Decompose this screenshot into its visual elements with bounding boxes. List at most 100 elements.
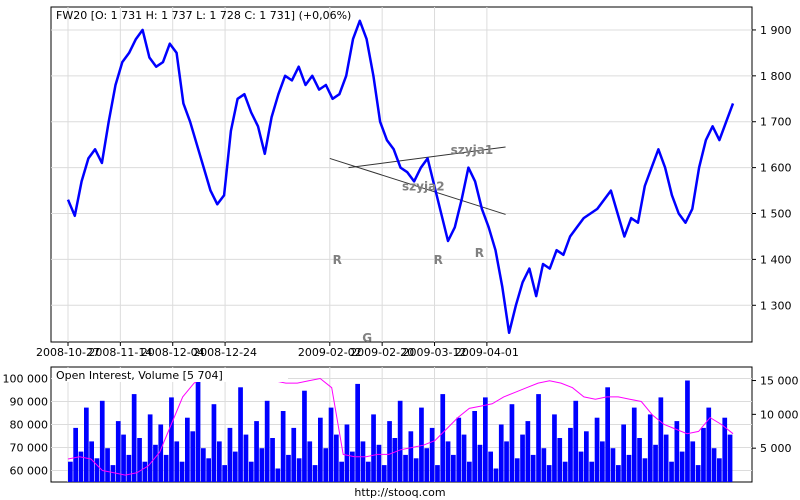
volume-bar [78, 451, 84, 482]
volume-bar [238, 387, 243, 482]
volume-bar [568, 427, 573, 482]
date-tick-label: 2008-10-27 [36, 346, 100, 359]
volume-bar [275, 468, 281, 482]
volume-bar [163, 454, 169, 482]
date-x-axis: 2008-10-272008-11-142008-12-042008-12-24… [36, 342, 519, 359]
volume-bar [232, 451, 238, 482]
open-interest-line [67, 373, 734, 476]
volume-bar [131, 394, 137, 482]
volume-bar [472, 411, 477, 482]
date-tick-label: 2008-11-14 [88, 346, 152, 359]
volume-bar [520, 434, 525, 482]
volume-bar [403, 454, 408, 482]
volume-bar [631, 407, 637, 482]
volume-bar [679, 451, 685, 482]
date-tick-label: 2008-12-24 [193, 346, 257, 359]
volume-bar [296, 458, 302, 482]
volume-bar [99, 400, 105, 482]
source-footer: http://stooq.com [354, 486, 446, 499]
volume-bar [222, 465, 227, 482]
volume-bar [408, 431, 414, 482]
oi-tick-label: 80 000 [10, 419, 49, 432]
volume-bar [84, 407, 89, 482]
volume-bar [115, 421, 121, 482]
volume-bar [557, 438, 563, 482]
volume-tick-label: 10 000 [760, 408, 799, 421]
volume-bar [483, 397, 488, 482]
volume-bar [270, 438, 275, 482]
volume-bar [323, 448, 329, 482]
volume-bar [536, 394, 541, 482]
pattern-annotations: szyja1 szyja2 R G R R [333, 143, 494, 345]
volume-bar [690, 441, 696, 482]
volume-bar [365, 461, 371, 482]
volume-bar [456, 417, 462, 482]
volume-bar [621, 424, 626, 482]
volume-bar [525, 421, 531, 482]
oi-tick-label: 60 000 [10, 465, 49, 478]
instrument-title: FW20 [O: 1 731 H: 1 737 L: 1 728 C: 1 73… [56, 9, 351, 22]
pattern-label: szyja2 [402, 180, 445, 194]
volume-bar [626, 454, 632, 482]
volume-bar [206, 458, 211, 482]
volume-bar [201, 448, 206, 482]
volume-bar [594, 417, 600, 482]
volume-bar [89, 441, 94, 482]
volume-bar [291, 427, 297, 482]
volume-bar [344, 424, 350, 482]
oi-tick-label: 100 000 [3, 373, 49, 386]
date-tick-label: 2009-03-12 [403, 346, 467, 359]
oi-tick-label: 90 000 [10, 396, 49, 409]
volume-bar [589, 461, 595, 482]
price-series-line [66, 19, 735, 335]
volume-bar [419, 407, 424, 482]
price-tick-label: 1 500 [760, 208, 792, 221]
volume-bar [185, 417, 190, 482]
volume-bar [605, 387, 610, 482]
volume-bar [647, 414, 653, 482]
volume-bar [350, 451, 355, 482]
volume-bar [541, 448, 547, 482]
date-tick-label: 2008-12-04 [141, 346, 205, 359]
volume-bar [360, 441, 366, 482]
volume-bar [600, 441, 605, 482]
volume-bar [248, 461, 254, 482]
pattern-label: R [434, 253, 443, 267]
volume-bar [573, 400, 579, 482]
volume-bar [254, 421, 259, 482]
volume-bar [259, 448, 265, 482]
date-tick-label: 2009-04-01 [455, 346, 519, 359]
volume-bar [147, 414, 153, 482]
volume-bar [68, 461, 73, 482]
pattern-label: szyja1 [451, 143, 494, 157]
oi-tick-label: 70 000 [10, 442, 49, 455]
pattern-label: R [475, 246, 484, 260]
date-tick-label: 2009-02-20 [350, 346, 414, 359]
price-y-axis: 1 300 1 400 1 500 1 600 1 700 1 800 1 900 [752, 24, 792, 312]
volume-bar [371, 414, 376, 482]
price-tick-label: 1 400 [760, 253, 792, 266]
volume-bar [477, 444, 483, 482]
volume-bar [706, 407, 712, 482]
volume-bar [584, 431, 589, 482]
volume-bar [169, 397, 174, 482]
volume-bar [126, 454, 132, 482]
volume-bar [530, 454, 536, 482]
volume-bar [440, 394, 446, 482]
volume-bar [211, 404, 217, 482]
volume-bar [121, 434, 126, 482]
volume-bar [467, 461, 472, 482]
volume-bar [179, 461, 185, 482]
volume-bar [243, 434, 249, 482]
volume-bar [701, 427, 706, 482]
volume-bar [137, 438, 142, 482]
volume-bar [307, 441, 313, 482]
price-tick-label: 1 300 [760, 299, 792, 312]
volume-bar [727, 434, 733, 482]
volume-bar [217, 441, 222, 482]
volume-bar [562, 461, 568, 482]
volume-bar [695, 465, 701, 482]
volume-bar [392, 438, 398, 482]
volume-bar [381, 465, 387, 482]
